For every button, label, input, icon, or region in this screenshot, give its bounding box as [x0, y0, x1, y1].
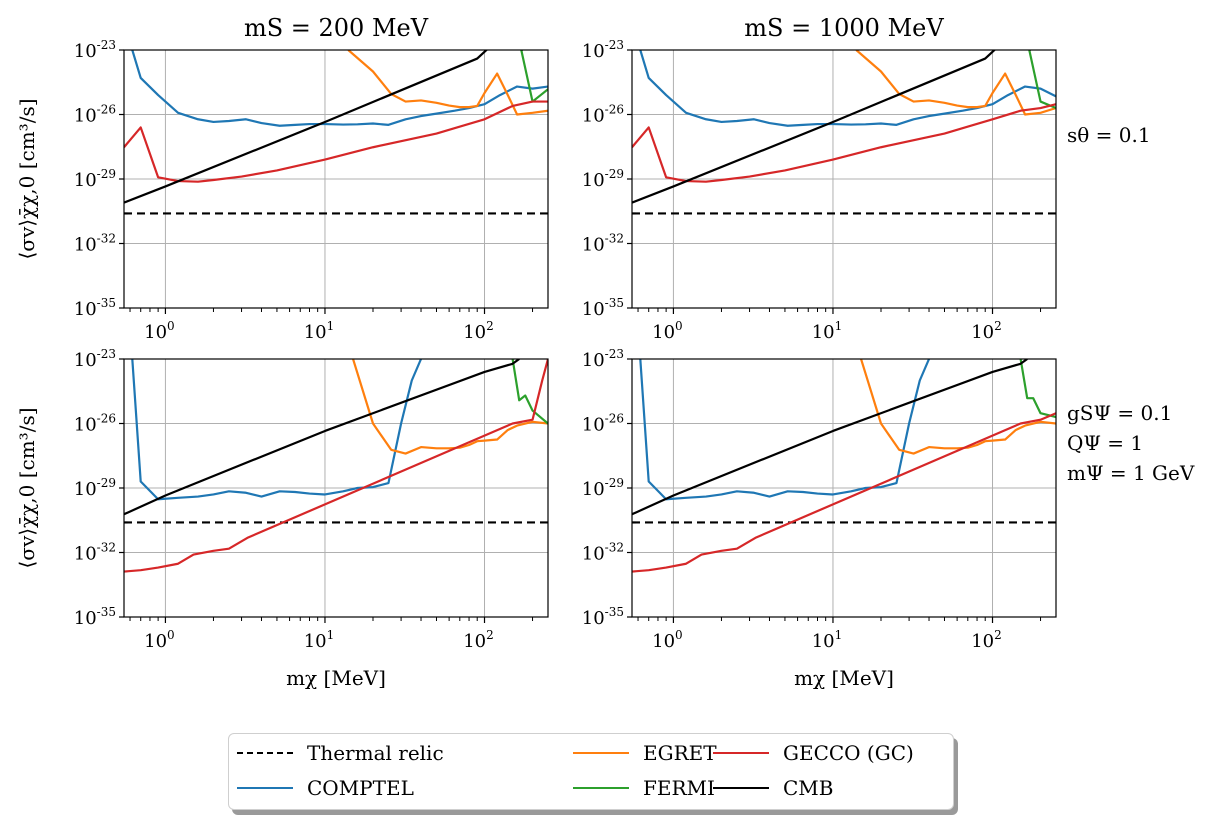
y-tick-label: 10-35 — [74, 296, 116, 320]
x-tick-label: 102 — [971, 628, 1002, 652]
y-tick-label: 10-29 — [74, 476, 116, 500]
legend-swatch — [713, 752, 769, 754]
y-tick-label: 10-26 — [74, 103, 116, 127]
panel-1: 10-23 10-26 10-29 10-32 10-35 100 101 102 mS = 2… — [15, 14, 549, 343]
y-tick-label: 10-26 — [582, 412, 624, 436]
y-axis-label: ⟨σv⟩χ̄χ,0 [cm³/s] — [15, 407, 39, 568]
y-tick-label: 10-32 — [74, 541, 116, 565]
x-tick-label: 101 — [812, 319, 843, 343]
row-parameter-labels: sθ = 0.1 gSΨ = 0.1 QΨ = 1 mΨ = 1 GeV — [1067, 123, 1195, 485]
y-tick-label: 10-32 — [74, 232, 116, 256]
legend-entry-thermal: Thermal relic — [237, 738, 444, 768]
x-tick-label: 100 — [652, 628, 683, 652]
legend-entry-cmb: CMB — [713, 773, 833, 803]
x-tick-label: 101 — [304, 319, 335, 343]
x-tick-label: 102 — [971, 319, 1002, 343]
legend-label: COMPTEL — [307, 776, 414, 800]
legend-entry-fermi: FERMI — [573, 773, 715, 803]
y-tick-label: 10-35 — [582, 605, 624, 629]
legend-entry-comptel: COMPTEL — [237, 773, 414, 803]
legend-swatch — [573, 752, 629, 754]
y-tick-label: 10-23 — [74, 38, 116, 62]
y-tick-label: 10-29 — [74, 167, 116, 191]
legend-label: EGRET — [643, 741, 717, 765]
series-comptel — [131, 50, 548, 127]
series-egret — [860, 359, 1056, 455]
legend-label: CMB — [783, 776, 834, 800]
series-comptel — [639, 359, 931, 501]
panel-title: mS = 200 MeV — [244, 14, 429, 42]
y-tick-label: 10-23 — [74, 347, 116, 371]
x-tick-label: 100 — [652, 319, 683, 343]
legend-entry-egret: EGRET — [573, 738, 717, 768]
panel-4: 10-23 10-26 10-29 10-32 10-35 100 101 102 mχ [Me… — [582, 347, 1057, 690]
row-2-param-label: QΨ = 1 — [1067, 431, 1143, 455]
legend-label: GECCO (GC) — [783, 741, 914, 765]
row-2-param-label: mΨ = 1 GeV — [1067, 461, 1195, 485]
x-tick-label: 101 — [304, 628, 335, 652]
series-comptel — [131, 359, 423, 501]
series-comptel — [639, 50, 1056, 127]
y-tick-label: 10-32 — [582, 541, 624, 565]
series-egret — [352, 359, 548, 455]
series-egret — [855, 50, 1056, 116]
x-tick-label: 100 — [144, 319, 175, 343]
y-tick-label: 10-23 — [582, 347, 624, 371]
series-egret — [347, 50, 548, 116]
row-2-param-label: gSΨ = 0.1 — [1067, 401, 1172, 425]
panel-title: mS = 1000 MeV — [744, 14, 944, 42]
legend-entry-gecco: GECCO (GC) — [713, 738, 914, 768]
series-fermi — [1028, 50, 1056, 110]
series-cmb — [632, 50, 1032, 204]
series-cmb — [632, 359, 1028, 516]
x-axis-label: mχ [MeV] — [286, 666, 386, 690]
series-fermi — [520, 50, 548, 103]
series-cmb — [124, 50, 524, 204]
series-gecco — [124, 100, 548, 183]
series-gecco — [632, 103, 1056, 183]
x-tick-label: 101 — [812, 628, 843, 652]
x-tick-label: 100 — [144, 628, 175, 652]
legend-swatch — [713, 787, 769, 789]
y-tick-label: 10-29 — [582, 476, 624, 500]
subplot-grid: 10-23 10-26 10-29 10-32 10-35 100 101 102 mS = 2… — [15, 14, 1057, 690]
y-axis-label: ⟨σv⟩χ̄χ,0 [cm³/s] — [15, 98, 39, 259]
y-tick-label: 10-32 — [582, 232, 624, 256]
panel-3: 10-23 10-26 10-29 10-32 10-35 100 101 102 mχ [Me… — [15, 347, 549, 690]
series-gecco — [632, 412, 1056, 573]
series-group — [124, 359, 548, 573]
y-tick-label: 10-29 — [582, 167, 624, 191]
series-gecco — [124, 359, 548, 573]
x-axis-label: mχ [MeV] — [794, 666, 894, 690]
legend: Thermal relic COMPTEL EGRET FERMI GECCO (GC)… — [228, 733, 954, 810]
x-tick-label: 102 — [463, 628, 494, 652]
panel-2: 10-23 10-26 10-29 10-32 10-35 100 101 102 mS = 1… — [582, 14, 1057, 343]
legend-label: FERMI — [643, 776, 715, 800]
series-group — [632, 50, 1056, 215]
legend-swatch — [237, 752, 293, 754]
y-tick-label: 10-26 — [74, 412, 116, 436]
x-tick-label: 102 — [463, 319, 494, 343]
y-tick-label: 10-23 — [582, 38, 624, 62]
series-group — [124, 50, 548, 215]
series-cmb — [124, 359, 520, 516]
y-tick-label: 10-26 — [582, 103, 624, 127]
legend-swatch — [573, 787, 629, 789]
legend-swatch — [237, 787, 293, 789]
series-group — [632, 359, 1056, 573]
y-tick-label: 10-35 — [74, 605, 116, 629]
row-1-param-label: sθ = 0.1 — [1067, 123, 1151, 147]
series-fermi — [1019, 359, 1056, 419]
legend-label: Thermal relic — [307, 741, 444, 765]
series-fermi — [511, 359, 548, 425]
y-tick-label: 10-35 — [582, 296, 624, 320]
